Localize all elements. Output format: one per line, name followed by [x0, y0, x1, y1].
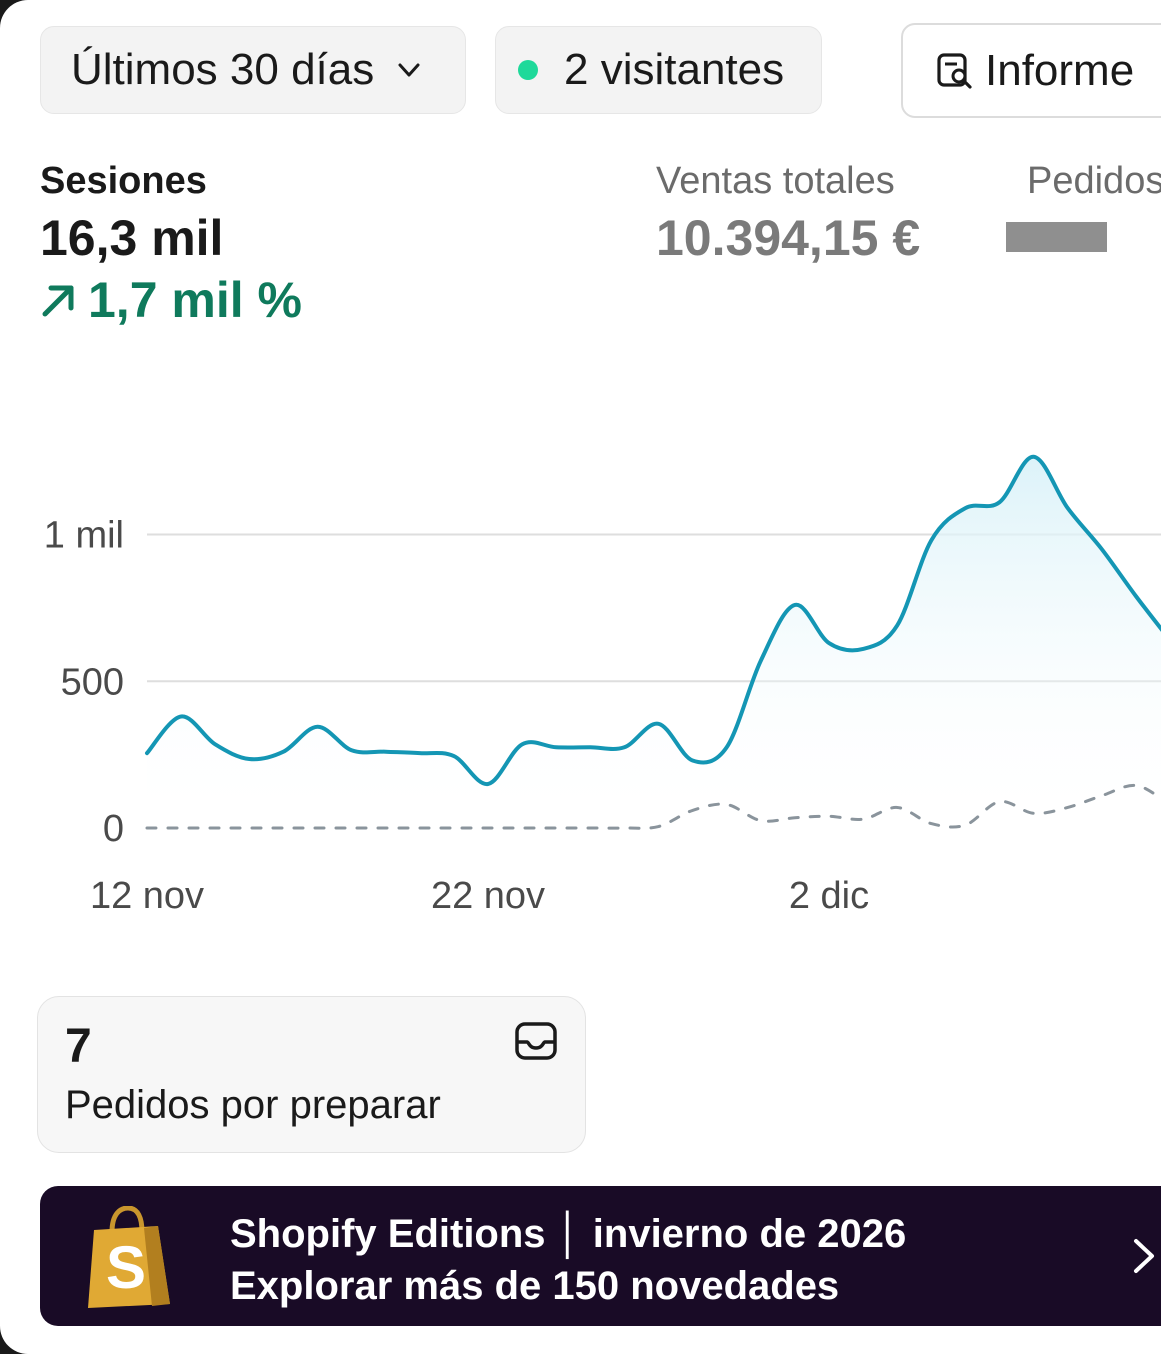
sessions-value: 16,3 mil — [40, 210, 224, 266]
visitors-label: 2 visitantes — [564, 45, 785, 94]
sales-metric[interactable]: Ventas totales 10.394,15 € — [656, 160, 920, 267]
chevron-right-icon — [1134, 1239, 1154, 1273]
x-tick-label: 22 nov — [431, 875, 545, 917]
chevron-down-icon — [398, 63, 420, 77]
orders-label: Pedidos — [1027, 160, 1161, 202]
live-visitors-button[interactable]: 2 visitantes — [495, 26, 822, 114]
inbox-icon — [515, 1022, 557, 1060]
report-label: Informe — [985, 45, 1135, 95]
sales-value: 10.394,15 € — [656, 210, 921, 266]
y-tick-label: 1 mil — [44, 515, 124, 557]
shopify-bag-icon: S — [88, 1206, 170, 1308]
live-status-dot — [518, 60, 538, 80]
date-range-label: Últimos 30 días — [71, 45, 375, 94]
redacted-value — [1006, 222, 1107, 252]
sessions-change-value: 1,7 mil % — [88, 272, 302, 328]
sessions-change: 1,7 mil % — [40, 271, 302, 329]
orders-metric[interactable]: Pedidos — [1027, 160, 1161, 203]
sales-label: Ventas totales — [656, 160, 895, 202]
orders-to-fulfill-label: Pedidos por preparar — [65, 1083, 441, 1127]
banner-title: Shopify Editions │ invierno de 2026 — [230, 1212, 907, 1256]
orders-to-fulfill-card[interactable]: 7 Pedidos por preparar — [37, 996, 586, 1153]
comparison-series-line — [145, 783, 1161, 830]
sessions-metric[interactable]: Sesiones 16,3 mil 1,7 mil % — [40, 160, 302, 329]
report-search-icon — [937, 52, 972, 89]
report-button[interactable]: Informe — [901, 23, 1161, 118]
sessions-label: Sesiones — [40, 160, 207, 202]
shopify-editions-banner[interactable]: S Shopify Editions │ invierno de 2026 Ex… — [40, 1186, 1161, 1326]
y-tick-label: 0 — [103, 808, 124, 850]
arrow-up-right-icon — [42, 285, 74, 317]
series-area — [147, 456, 1161, 828]
date-range-selector[interactable]: Últimos 30 días — [40, 26, 466, 114]
x-tick-label: 2 dic — [789, 875, 869, 917]
orders-to-fulfill-count: 7 — [65, 1020, 92, 1073]
sessions-chart[interactable]: 0 500 1 mil 12 nov 22 nov 2 dic — [0, 400, 1161, 940]
x-tick-label: 12 nov — [90, 875, 204, 917]
svg-text:S: S — [106, 1234, 146, 1301]
sessions-series-line — [145, 454, 1161, 786]
y-tick-label: 500 — [61, 661, 124, 703]
banner-subtitle: Explorar más de 150 novedades — [230, 1264, 840, 1308]
